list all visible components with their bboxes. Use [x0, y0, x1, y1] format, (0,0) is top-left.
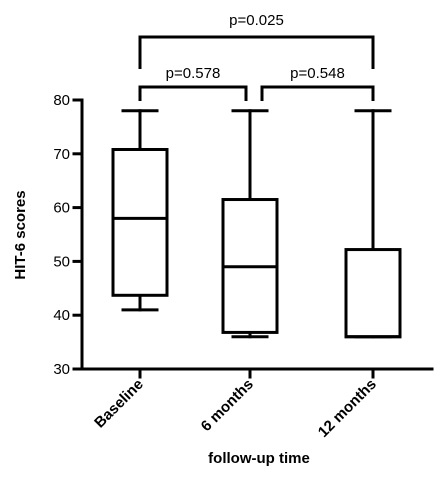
- y-axis-title: HIT-6 scores: [12, 190, 29, 279]
- bracket-line: [138, 35, 375, 69]
- x-category-label: Baseline: [91, 376, 147, 432]
- y-tick-label: 80: [53, 92, 70, 109]
- bracket-3: p=0.548: [260, 65, 375, 101]
- y-tick-label: 60: [53, 200, 70, 217]
- x-category-label: 12 months: [315, 376, 380, 441]
- box-baseline: [111, 109, 169, 312]
- p-value-label: p=0.025: [229, 12, 284, 29]
- y-tick-label: 30: [53, 361, 70, 378]
- y-tick-label: 40: [53, 307, 70, 324]
- y-tick-label: 70: [53, 146, 70, 163]
- x-category-label: 6 months: [198, 376, 257, 435]
- iqr-box: [111, 147, 169, 297]
- bracket-2: p=0.578: [138, 65, 248, 101]
- box-12-months: [344, 109, 402, 339]
- bracket-line: [138, 85, 248, 101]
- iqr-box: [344, 248, 402, 339]
- significance-brackets: p=0.025 p=0.578 p=0.548: [138, 12, 375, 101]
- bracket-line: [260, 85, 375, 101]
- x-axis-title: follow-up time: [208, 450, 310, 467]
- bracket-1: p=0.025: [138, 12, 375, 69]
- box-6-months: [221, 109, 279, 339]
- p-value-label: p=0.548: [290, 65, 345, 82]
- boxes: [111, 109, 402, 339]
- p-value-label: p=0.578: [166, 65, 221, 82]
- y-tick-label: 50: [53, 253, 70, 270]
